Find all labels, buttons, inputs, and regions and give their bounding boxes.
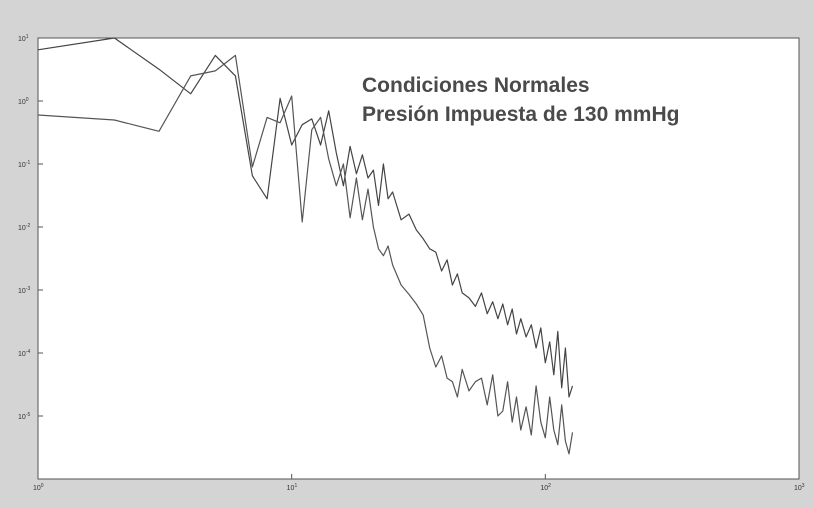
y-tick-label: 10-4: [18, 349, 30, 358]
series-line-1: [37, 37, 574, 398]
y-tick-label: 10-1: [18, 160, 30, 169]
x-tick-label: 102: [540, 483, 551, 492]
x-axis-ticks: 100 101 102 103: [33, 474, 805, 492]
y-tick-label: 10-3: [18, 286, 30, 295]
plot-area: [37, 37, 800, 480]
y-tick-label: 100: [18, 97, 29, 106]
y-tick-label: 10-5: [18, 412, 30, 421]
annotation-line-1: Condiciones Normales: [362, 74, 590, 97]
series-group: [37, 37, 574, 455]
y-axis-ticks: 101 100 10-1 10-2 10-3 10-4 10-5: [18, 34, 43, 421]
x-tick-label: 101: [287, 483, 298, 492]
series-line-2: [37, 54, 574, 455]
y-tick-label: 10-2: [18, 223, 30, 232]
x-tick-label: 100: [33, 483, 44, 492]
x-tick-label: 103: [794, 483, 805, 492]
y-tick-label: 101: [18, 34, 29, 43]
annotation-line-2: Presión Impuesta de 130 mmHg: [362, 103, 679, 126]
